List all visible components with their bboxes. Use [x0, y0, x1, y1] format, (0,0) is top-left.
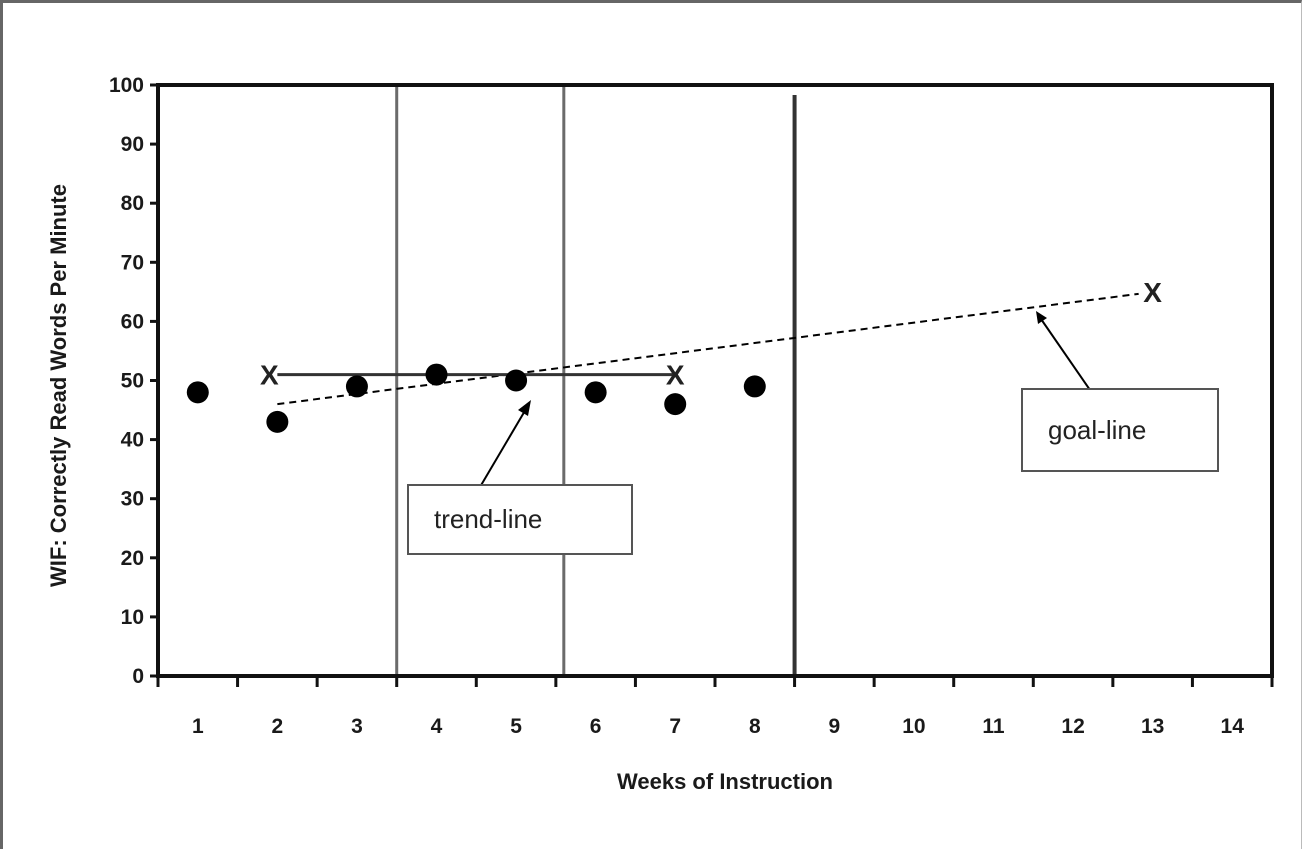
y-axis-title: WIF: Correctly Read Words Per Minute [46, 184, 71, 587]
x-marker: X [1143, 277, 1162, 308]
data-point [266, 410, 289, 433]
trend-callout-label: trend-line [434, 504, 542, 534]
x-tick-label: 7 [669, 715, 681, 738]
trend-callout-arrow-shaft [479, 408, 527, 488]
x-tick-label: 3 [351, 715, 363, 738]
y-tick-label: 60 [121, 310, 144, 333]
goal-callout-arrow-shaft [1040, 318, 1091, 391]
y-tick-label: 20 [121, 547, 144, 570]
y-tick-label: 100 [109, 74, 144, 97]
data-point [584, 381, 607, 404]
x-tick-label: 14 [1221, 715, 1245, 738]
data-point [743, 375, 766, 398]
x-tick-label: 2 [272, 715, 284, 738]
goal-line-callout: goal-line [1021, 311, 1219, 472]
x-marker: X [666, 360, 685, 391]
y-tick-label: 30 [121, 488, 144, 511]
data-point [664, 393, 687, 416]
y-tick-label: 80 [121, 192, 144, 215]
x-tick-label: 4 [431, 715, 443, 738]
x-tick-label: 11 [982, 715, 1005, 738]
y-axis: 0 10 20 30 40 50 60 70 80 90 100 [109, 74, 158, 688]
trend-callout-arrowhead [518, 400, 531, 416]
goal-line [277, 292, 1139, 406]
goal-callout-label: goal-line [1048, 415, 1146, 445]
data-points [186, 363, 766, 433]
phase-lines [395, 85, 797, 676]
x-markers: X X X [260, 277, 1162, 391]
y-tick-label: 10 [121, 606, 144, 629]
x-tick-label: 9 [829, 715, 841, 738]
plot-area [156, 83, 1274, 678]
x-tick-label: 12 [1061, 715, 1084, 738]
x-axis: 1 2 3 4 5 6 7 8 9 10 11 12 13 14 [156, 676, 1274, 738]
trend-line-callout: trend-line [407, 400, 633, 555]
x-axis-title: Weeks of Instruction [617, 769, 833, 794]
data-point [186, 381, 209, 404]
data-point [425, 363, 448, 386]
x-tick-label: 6 [590, 715, 602, 738]
data-point [345, 375, 368, 398]
x-marker: X [260, 360, 279, 391]
x-tick-label: 5 [510, 715, 522, 738]
x-tick-label: 1 [192, 715, 204, 738]
y-tick-label: 70 [121, 251, 144, 274]
trend-callout-box [407, 484, 633, 555]
y-tick-label: 40 [121, 429, 144, 452]
y-tick-label: 50 [121, 370, 144, 393]
x-tick-label: 10 [902, 715, 925, 738]
x-tick-label: 8 [749, 715, 761, 738]
data-point [505, 369, 528, 392]
y-tick-label: 90 [121, 133, 144, 156]
y-tick-label: 0 [132, 665, 144, 688]
x-tick-label: 13 [1141, 715, 1164, 738]
goal-callout-box [1021, 388, 1219, 472]
goal-callout-arrowhead [1036, 311, 1047, 324]
